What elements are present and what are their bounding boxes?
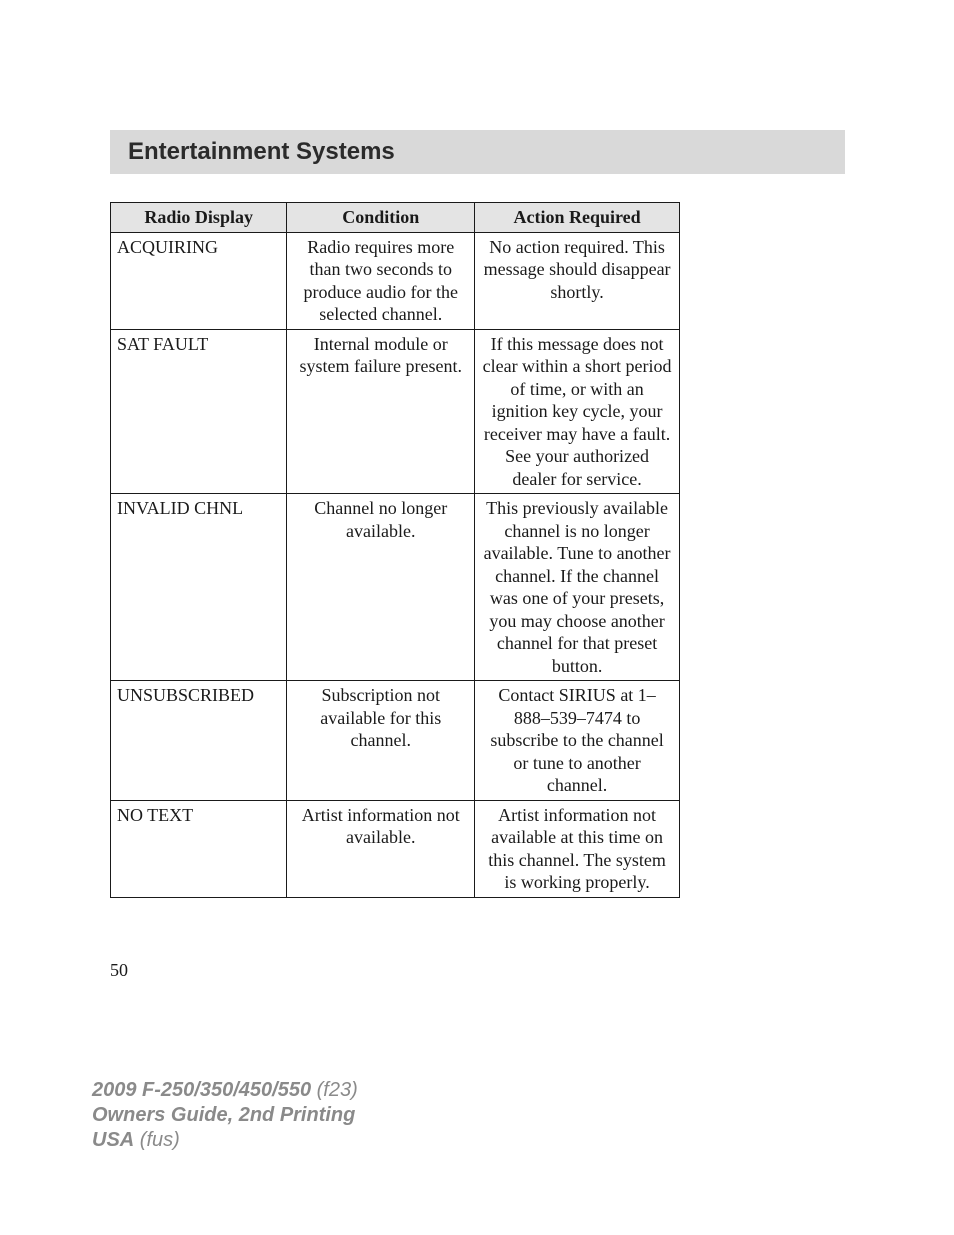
cell-display: INVALID CHNL [111, 494, 287, 681]
footer-model-code: (f23) [317, 1079, 358, 1101]
table-row: SAT FAULT Internal module or system fail… [111, 329, 680, 494]
cell-display: NO TEXT [111, 800, 287, 897]
cell-condition: Subscription not available for this chan… [287, 681, 475, 801]
table-row: INVALID CHNL Channel no longer available… [111, 494, 680, 681]
page-content: Entertainment Systems Radio Display Cond… [110, 130, 845, 898]
cell-display: UNSUBSCRIBED [111, 681, 287, 801]
cell-condition: Artist information not available. [287, 800, 475, 897]
cell-action: Contact SIRIUS at 1–888–539–7474 to subs… [475, 681, 680, 801]
footer-block: 2009 F-250/350/450/550 (f23) Owners Guid… [92, 1078, 358, 1153]
troubleshooting-table: Radio Display Condition Action Required … [110, 202, 680, 898]
cell-condition: Channel no longer available. [287, 494, 475, 681]
table-row: NO TEXT Artist information not available… [111, 800, 680, 897]
table-row: ACQUIRING Radio requires more than two s… [111, 232, 680, 329]
page-number: 50 [110, 960, 128, 981]
table-row: UNSUBSCRIBED Subscription not available … [111, 681, 680, 801]
footer-region: USA [92, 1129, 134, 1151]
cell-action: This previously available channel is no … [475, 494, 680, 681]
section-header-bar: Entertainment Systems [110, 130, 845, 174]
col-header-display: Radio Display [111, 203, 287, 233]
cell-action: If this message does not clear within a … [475, 329, 680, 494]
footer-line-region: USA (fus) [92, 1128, 358, 1153]
cell-display: ACQUIRING [111, 232, 287, 329]
col-header-condition: Condition [287, 203, 475, 233]
cell-action: Artist information not available at this… [475, 800, 680, 897]
cell-action: No action required. This message should … [475, 232, 680, 329]
footer-guide: Owners Guide, 2nd Printing [92, 1103, 358, 1128]
cell-display: SAT FAULT [111, 329, 287, 494]
footer-model: 2009 F-250/350/450/550 [92, 1079, 311, 1101]
footer-region-code: (fus) [140, 1129, 180, 1151]
footer-line-model: 2009 F-250/350/450/550 (f23) [92, 1078, 358, 1103]
table-header-row: Radio Display Condition Action Required [111, 203, 680, 233]
cell-condition: Internal module or system failure presen… [287, 329, 475, 494]
cell-condition: Radio requires more than two seconds to … [287, 232, 475, 329]
col-header-action: Action Required [475, 203, 680, 233]
section-title: Entertainment Systems [128, 138, 845, 166]
